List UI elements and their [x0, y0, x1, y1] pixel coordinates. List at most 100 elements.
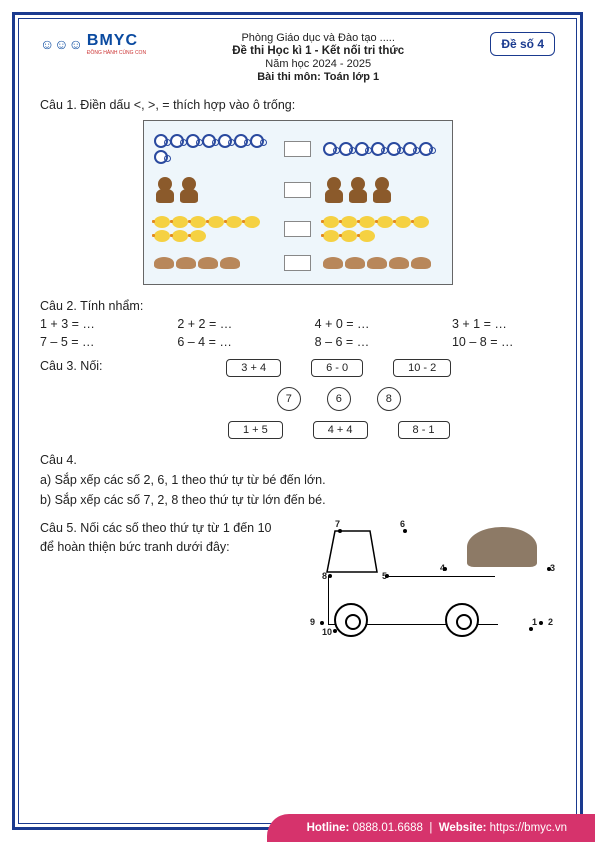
chick-icon	[359, 230, 375, 242]
cup-icon	[202, 134, 216, 148]
dot-label: 2	[548, 617, 553, 627]
bear-icon	[371, 177, 393, 203]
chick-icon	[377, 216, 393, 228]
hotline-number: 0888.01.6688	[353, 822, 423, 834]
cup-icon	[170, 134, 184, 148]
exam-number-badge: Đề số 4	[490, 32, 555, 56]
header-row: ☺☺☺ BMYC ĐỒNG HÀNH CÙNG CON Phòng Giáo d…	[40, 32, 555, 84]
website-url: https://bmyc.vn	[490, 822, 567, 834]
rock-icon	[411, 257, 431, 269]
chick-icon	[154, 216, 170, 228]
q4-b: b) Sắp xếp các số 7, 2, 8 theo thứ tự từ…	[40, 493, 555, 507]
rock-icon	[345, 257, 365, 269]
chick-icon	[341, 230, 357, 242]
q4-a: a) Sắp xếp các số 2, 6, 1 theo thứ tự từ…	[40, 473, 555, 487]
bear-icon	[323, 177, 345, 203]
icon-group	[323, 216, 441, 242]
q1-row	[154, 177, 442, 203]
icon-group	[323, 257, 441, 269]
chick-icon	[323, 230, 339, 242]
rock-icon	[176, 257, 196, 269]
q1-picture-box	[143, 120, 453, 285]
hotline-label: Hotline:	[307, 822, 350, 834]
rock-icon	[198, 257, 218, 269]
match-box: 4 + 4	[313, 421, 368, 439]
chick-icon	[323, 216, 339, 228]
cup-icon	[154, 150, 168, 164]
dot-label: 6	[400, 519, 405, 529]
dot-icon	[547, 567, 551, 571]
question-4: Câu 4. a) Sắp xếp các số 2, 6, 1 theo th…	[40, 453, 555, 507]
cup-icon	[154, 134, 168, 148]
wheel-icon	[334, 603, 368, 637]
q1-row	[154, 216, 442, 242]
logo-tagline: ĐỒNG HÀNH CÙNG CON	[87, 50, 146, 56]
q5-line1: Câu 5. Nối các số theo thứ tự từ 1 đến 1…	[40, 519, 280, 538]
header-line3: Năm học 2024 - 2025	[146, 58, 490, 70]
title-block: Phòng Giáo dục và Đào tạo ..... Đề thi H…	[146, 32, 490, 84]
match-box: 1 + 5	[228, 421, 283, 439]
question-5: Câu 5. Nối các số theo thứ tự từ 1 đến 1…	[40, 519, 555, 649]
q1-row	[154, 255, 442, 271]
footer-sep: |	[429, 822, 432, 834]
q2-title: Câu 2. Tính nhẩm:	[40, 299, 555, 313]
answer-slot[interactable]	[284, 182, 312, 198]
answer-slot[interactable]	[284, 221, 312, 237]
chick-icon	[341, 216, 357, 228]
icon-group	[154, 257, 272, 269]
icon-group	[154, 177, 272, 203]
cup-icon	[250, 134, 264, 148]
cup-icon	[355, 142, 369, 156]
match-circle: 7	[277, 387, 301, 411]
match-box: 8 - 1	[398, 421, 450, 439]
q2-row1: 1 + 3 = … 2 + 2 = … 4 + 0 = … 3 + 1 = …	[40, 317, 555, 331]
dot-icon	[539, 621, 543, 625]
question-1: Câu 1. Điền dấu <, >, = thích hợp vào ô …	[40, 98, 555, 285]
answer-slot[interactable]	[284, 141, 312, 157]
match-circle: 6	[327, 387, 351, 411]
q5-line2: để hoàn thiện bức tranh dưới đây:	[40, 538, 280, 557]
q2-row2: 7 – 5 = … 6 – 4 = … 8 – 6 = … 10 – 8 = …	[40, 335, 555, 349]
q5-text: Câu 5. Nối các số theo thứ tự từ 1 đến 1…	[40, 519, 280, 557]
header-line4: Bài thi môn: Toán lớp 1	[146, 71, 490, 83]
calc-cell: 3 + 1 = …	[452, 317, 555, 331]
q3-diagram: 3 + 4 6 - 0 10 - 2 7 6 8 1 + 5 4 + 4 8 -…	[123, 359, 555, 439]
bear-icon	[178, 177, 200, 203]
match-box: 10 - 2	[393, 359, 451, 377]
q1-row	[154, 134, 442, 164]
cup-icon	[186, 134, 200, 148]
dot-label: 9	[310, 617, 315, 627]
dot-icon	[443, 567, 447, 571]
cup-icon	[339, 142, 353, 156]
match-box: 6 - 0	[311, 359, 363, 377]
calc-cell: 4 + 0 = …	[315, 317, 439, 331]
dot-label: 10	[322, 627, 332, 637]
footer-banner: Hotline: 0888.01.6688 | Website: https:/…	[267, 814, 595, 842]
logo-figures-icon: ☺☺☺	[40, 36, 83, 52]
dot-icon	[320, 621, 324, 625]
q3-mid-row: 7 6 8	[277, 387, 401, 411]
answer-slot[interactable]	[284, 255, 312, 271]
dot-icon	[338, 529, 342, 533]
trapezoid-icon	[325, 529, 380, 574]
icon-group	[323, 142, 441, 156]
rock-icon	[389, 257, 409, 269]
website-label: Website:	[439, 822, 487, 834]
cup-icon	[419, 142, 433, 156]
calc-cell: 1 + 3 = …	[40, 317, 164, 331]
cup-icon	[387, 142, 401, 156]
q3-title: Câu 3. Nối:	[40, 359, 103, 373]
question-2: Câu 2. Tính nhẩm: 1 + 3 = … 2 + 2 = … 4 …	[40, 299, 555, 349]
logo: ☺☺☺ BMYC ĐỒNG HÀNH CÙNG CON	[40, 32, 146, 56]
icon-group	[154, 216, 272, 242]
dot-icon	[333, 629, 337, 633]
chick-icon	[190, 230, 206, 242]
chick-icon	[413, 216, 429, 228]
q5-figure: 7 6 8 5 4 3 9 10 2 1	[290, 519, 555, 649]
calc-cell: 7 – 5 = …	[40, 335, 164, 349]
bear-icon	[154, 177, 176, 203]
chick-icon	[226, 216, 242, 228]
icon-group	[323, 177, 441, 203]
haystack-icon	[467, 527, 537, 567]
page-content: ☺☺☺ BMYC ĐỒNG HÀNH CÙNG CON Phòng Giáo d…	[24, 24, 571, 818]
